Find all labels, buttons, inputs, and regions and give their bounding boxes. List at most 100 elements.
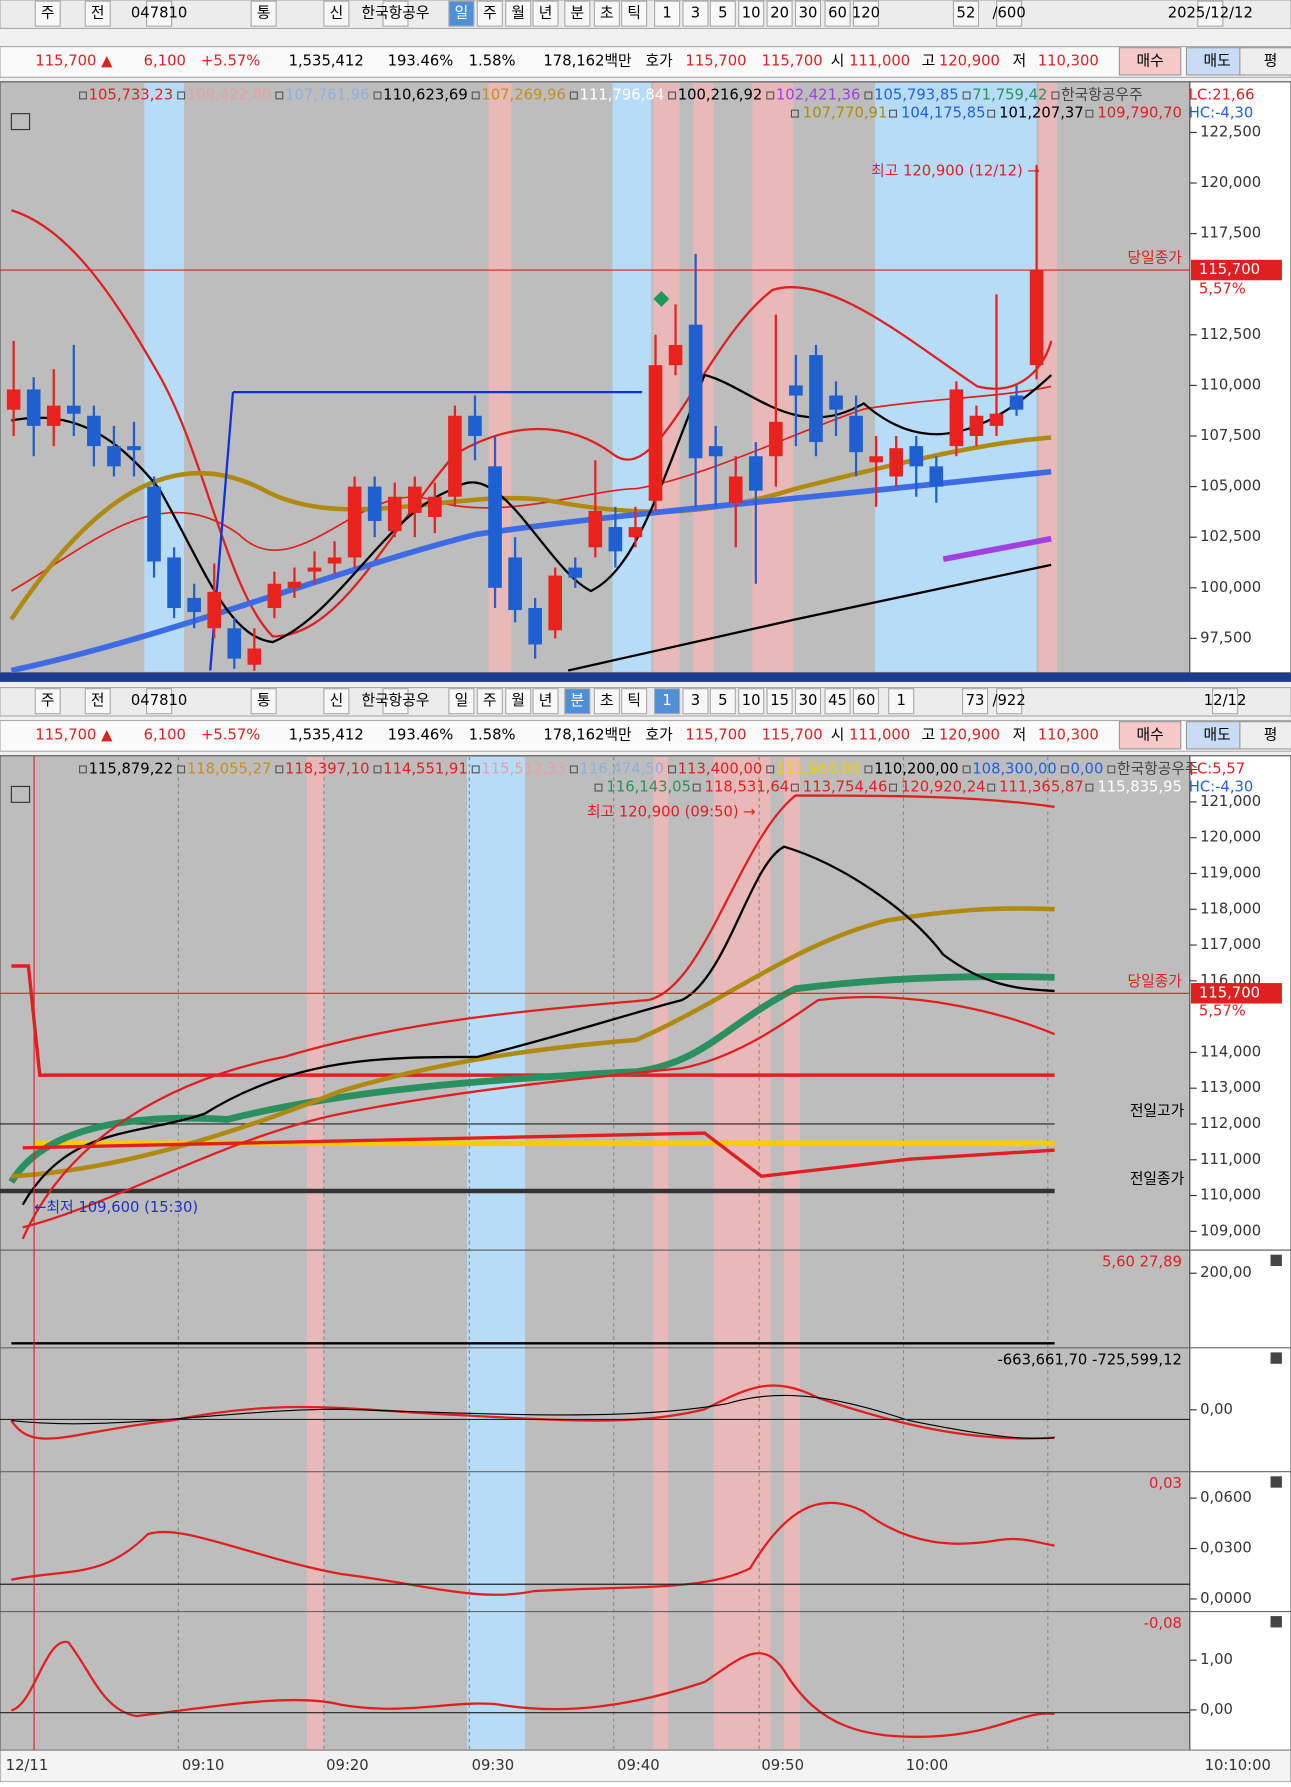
toolbar-label[interactable]: 일: [455, 5, 469, 22]
toolbar-button[interactable]: [564, 688, 591, 715]
toolbar-button[interactable]: [564, 0, 591, 27]
toolbar-button[interactable]: [532, 0, 559, 27]
toolbar-button[interactable]: [505, 688, 532, 715]
toolbar-button[interactable]: [888, 688, 915, 715]
toolbar-label[interactable]: 047810: [131, 692, 187, 709]
toolbar-label[interactable]: 년: [539, 5, 553, 22]
toolbar-button[interactable]: [84, 688, 111, 715]
toolbar-button[interactable]: [654, 0, 681, 27]
toolbar-button[interactable]: [382, 0, 409, 27]
order-button[interactable]: [1239, 721, 1291, 750]
order-button[interactable]: [1185, 47, 1249, 76]
toolbar-label[interactable]: 5: [718, 692, 727, 709]
toolbar-label[interactable]: 5: [718, 5, 727, 22]
toolbar-label[interactable]: 월: [511, 5, 525, 22]
toolbar-label[interactable]: 52: [957, 5, 976, 22]
toolbar-button[interactable]: [738, 688, 765, 715]
toolbar-label[interactable]: 12/12: [1204, 692, 1247, 709]
toolbar-button[interactable]: [593, 0, 620, 27]
toolbar-label[interactable]: 통: [257, 692, 271, 709]
toolbar-label[interactable]: 1: [896, 692, 905, 709]
toolbar-label[interactable]: 한국항공우: [362, 5, 430, 22]
toolbar-label[interactable]: 10: [742, 692, 761, 709]
toolbar-label[interactable]: 틱: [627, 692, 641, 709]
toolbar-button[interactable]: [448, 688, 475, 715]
toolbar-label[interactable]: 신: [330, 5, 344, 22]
order-button[interactable]: [1185, 721, 1249, 750]
panel-close[interactable]: [1270, 1352, 1282, 1364]
panel-close[interactable]: [1270, 1254, 1282, 1267]
toolbar-button[interactable]: [1212, 688, 1239, 715]
toolbar-button[interactable]: [34, 0, 61, 27]
toolbar-button[interactable]: [682, 688, 709, 715]
toolbar-label[interactable]: 20: [770, 5, 789, 22]
order-button[interactable]: [1239, 47, 1291, 76]
toolbar-button[interactable]: [250, 0, 277, 27]
toolbar-button[interactable]: [382, 688, 409, 715]
toolbar-label[interactable]: 한국항공우: [362, 692, 430, 709]
toolbar-label[interactable]: /600: [993, 5, 1026, 22]
quote-field[interactable]: 평: [1264, 726, 1278, 743]
toolbar-label[interactable]: 초: [600, 5, 614, 22]
toolbar-button[interactable]: [505, 0, 532, 27]
toolbar-button[interactable]: [794, 688, 822, 715]
toolbar-label[interactable]: 30: [799, 5, 818, 22]
quote-field[interactable]: 평: [1264, 52, 1278, 69]
panel-close[interactable]: [1270, 1476, 1282, 1488]
toolbar-button[interactable]: [766, 0, 793, 27]
toolbar-label[interactable]: 60: [828, 5, 847, 22]
quote-field[interactable]: 매도: [1204, 726, 1231, 743]
toolbar-button[interactable]: [34, 688, 61, 715]
toolbar-button[interactable]: [1197, 0, 1224, 27]
toolbar-label[interactable]: 주: [483, 692, 497, 709]
toolbar-button[interactable]: [654, 688, 681, 715]
toolbar-button[interactable]: [682, 0, 709, 27]
quote-field[interactable]: 매수: [1136, 726, 1163, 743]
toolbar-label[interactable]: 일: [455, 692, 469, 709]
toolbar-label[interactable]: 3: [691, 5, 700, 22]
toolbar-button[interactable]: [532, 688, 559, 715]
toolbar-button[interactable]: [621, 0, 648, 27]
toolbar-button[interactable]: [996, 688, 1023, 715]
panel-close[interactable]: [1270, 1616, 1282, 1628]
quote-field[interactable]: 매도: [1204, 52, 1231, 69]
toolbar-label[interactable]: /922: [993, 692, 1026, 709]
toolbar-label[interactable]: 45: [828, 692, 847, 709]
quote-field[interactable]: 매수: [1136, 52, 1163, 69]
toolbar-label[interactable]: 년: [539, 692, 553, 709]
toolbar-label[interactable]: 통: [257, 5, 271, 22]
toolbar-label[interactable]: 3: [691, 692, 700, 709]
toolbar-button[interactable]: [996, 0, 1023, 27]
toolbar-button[interactable]: [250, 688, 277, 715]
toolbar-button[interactable]: [323, 688, 350, 715]
toolbar-label[interactable]: 전: [91, 5, 105, 22]
toolbar-label[interactable]: 분: [571, 692, 585, 709]
toolbar-button[interactable]: [824, 0, 851, 27]
toolbar-button[interactable]: [476, 0, 503, 27]
toolbar-button[interactable]: [738, 0, 765, 27]
toolbar-button[interactable]: [766, 688, 793, 715]
toolbar-button[interactable]: [852, 0, 880, 27]
toolbar-label[interactable]: 73: [966, 692, 985, 709]
toolbar-button[interactable]: [476, 688, 503, 715]
toolbar-label[interactable]: 분: [571, 5, 585, 22]
toolbar-label[interactable]: 1: [662, 692, 671, 709]
toolbar-label[interactable]: 주: [483, 5, 497, 22]
toolbar-label[interactable]: 주: [41, 692, 55, 709]
order-button[interactable]: [1118, 721, 1182, 750]
toolbar-label[interactable]: 주: [41, 5, 55, 22]
order-button[interactable]: [1118, 47, 1182, 76]
toolbar-button[interactable]: [84, 0, 111, 27]
toolbar-button[interactable]: [146, 0, 173, 27]
toolbar-label[interactable]: 틱: [627, 5, 641, 22]
toolbar-label[interactable]: 신: [330, 692, 344, 709]
toolbar-label[interactable]: 60: [857, 692, 876, 709]
toolbar-button[interactable]: [952, 0, 980, 27]
toolbar-button[interactable]: [961, 688, 989, 715]
toolbar-label[interactable]: 10: [742, 5, 761, 22]
toolbar-button[interactable]: [323, 0, 350, 27]
toolbar-button[interactable]: [146, 688, 173, 715]
toolbar-label[interactable]: 15: [770, 692, 789, 709]
toolbar-button[interactable]: [824, 688, 851, 715]
toolbar-label[interactable]: 047810: [131, 5, 187, 22]
